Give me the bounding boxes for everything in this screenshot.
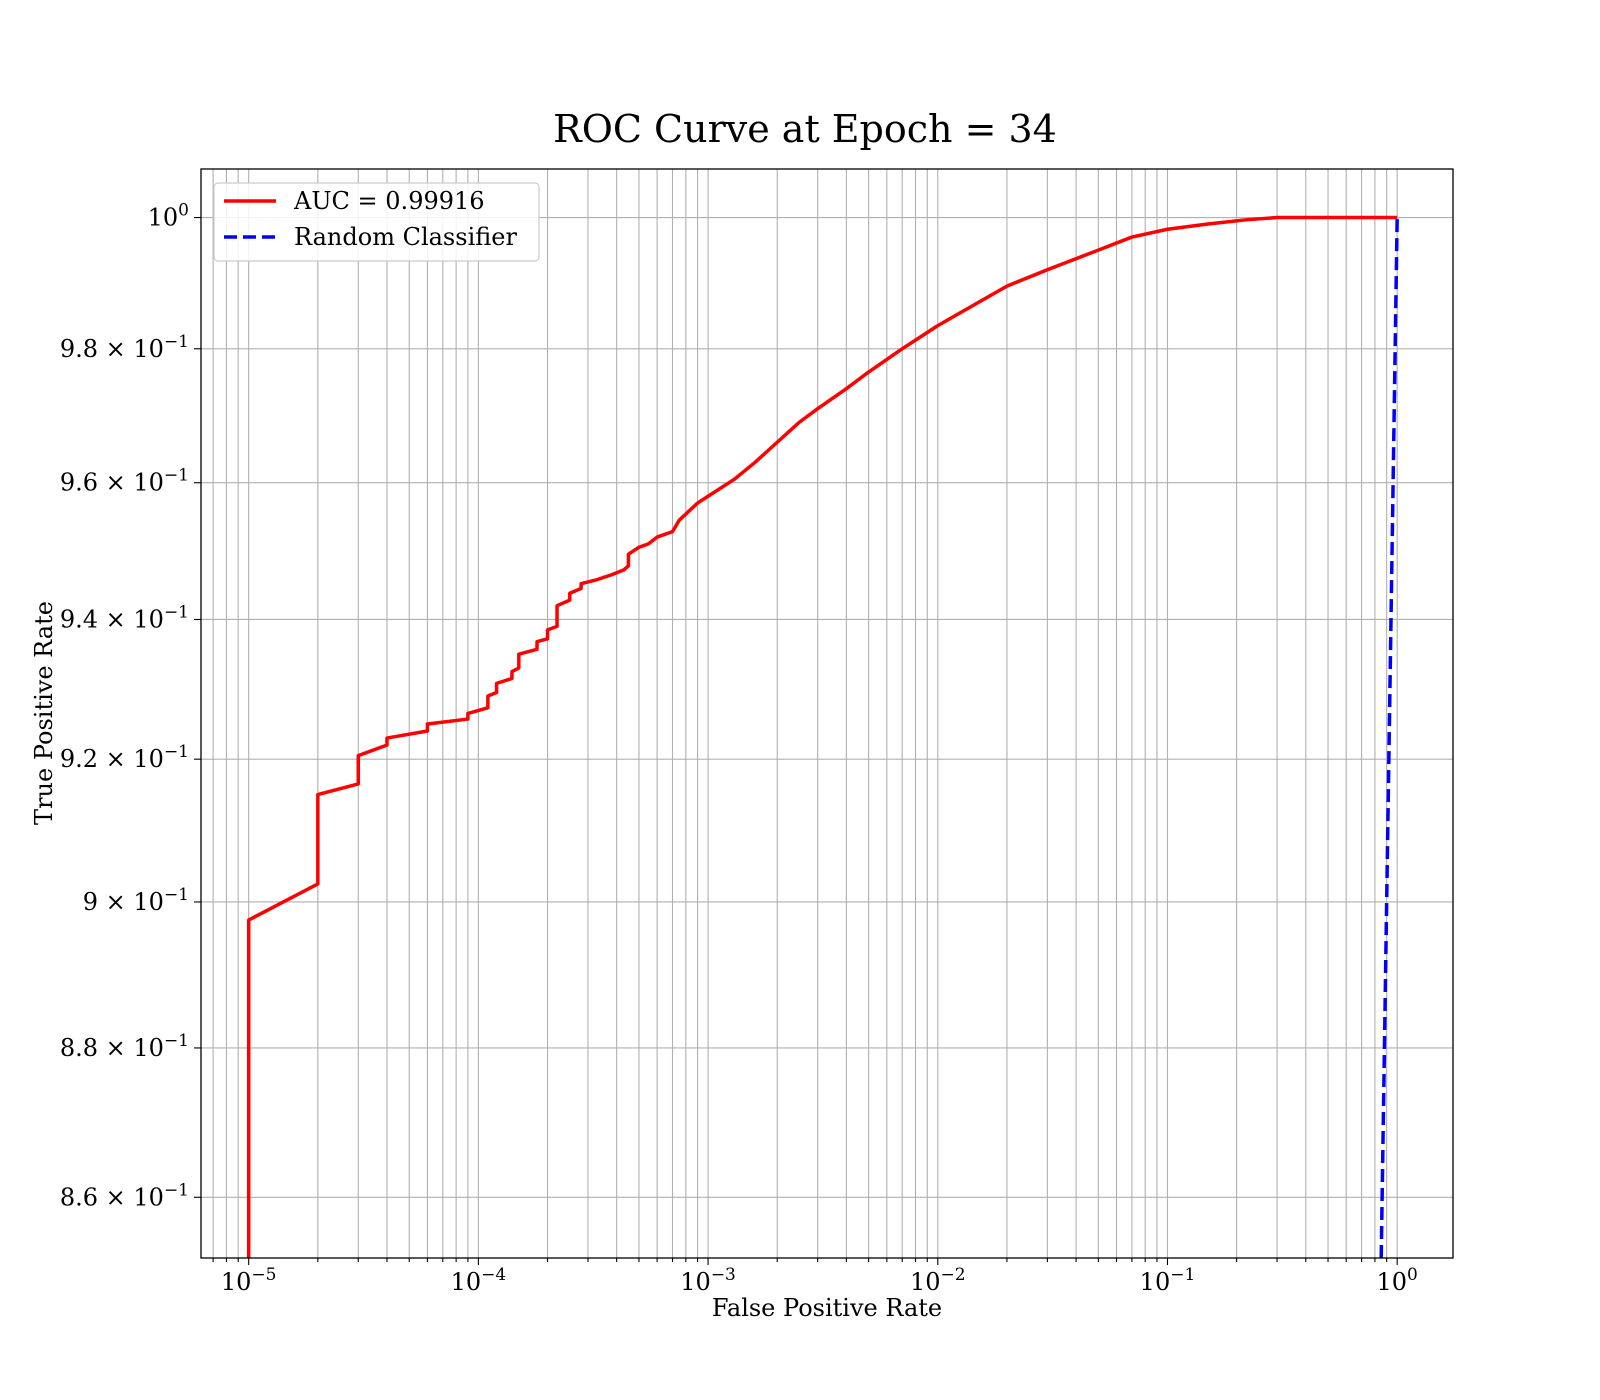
y-tick-label: 100 xyxy=(148,201,189,232)
roc-curve-line xyxy=(246,215,1398,1258)
y-axis-label: True Positive Rate xyxy=(30,601,58,825)
x-axis-ticks: 10−5 10−4 10−3 10−2 10−1 100 xyxy=(212,1258,1418,1296)
x-tick-label: 10−5 xyxy=(221,1265,277,1296)
legend: AUC = 0.99916 Random Classifier xyxy=(213,182,540,262)
y-tick-label: 9.4 × 10−1 xyxy=(60,602,189,633)
x-tick-label: 100 xyxy=(1376,1265,1417,1296)
y-tick-label: 9.8 × 10−1 xyxy=(60,332,189,363)
chart-title: ROC Curve at Epoch = 34 xyxy=(553,107,1057,151)
y-axis-ticks: 100 9.8 × 10−1 9.6 × 10−1 9.4 × 10−1 9.2 × 1… xyxy=(60,201,201,1211)
y-tick-label: 9 × 10−1 xyxy=(83,885,189,916)
y-tick-label: 9.2 × 10−1 xyxy=(60,742,189,773)
plot-frame xyxy=(200,168,1454,1259)
x-tick-label: 10−3 xyxy=(680,1265,736,1296)
y-tick-label: 8.8 × 10−1 xyxy=(60,1031,189,1062)
legend-label-auc: AUC = 0.99916 xyxy=(293,187,485,215)
series-lines xyxy=(246,215,1399,1258)
x-axis-label: False Positive Rate xyxy=(712,1294,942,1322)
y-tick-label: 9.6 × 10−1 xyxy=(60,466,189,497)
grid-lines xyxy=(201,169,1453,1258)
x-tick-label: 10−2 xyxy=(910,1265,966,1296)
legend-label-random-classifier: Random Classifier xyxy=(294,223,517,251)
x-tick-label: 10−1 xyxy=(1140,1265,1196,1296)
y-tick-label: 8.6 × 10−1 xyxy=(60,1180,189,1211)
x-tick-label: 10−4 xyxy=(451,1265,507,1296)
random-classifier-line xyxy=(1379,217,1399,1258)
legend-box xyxy=(213,182,540,262)
